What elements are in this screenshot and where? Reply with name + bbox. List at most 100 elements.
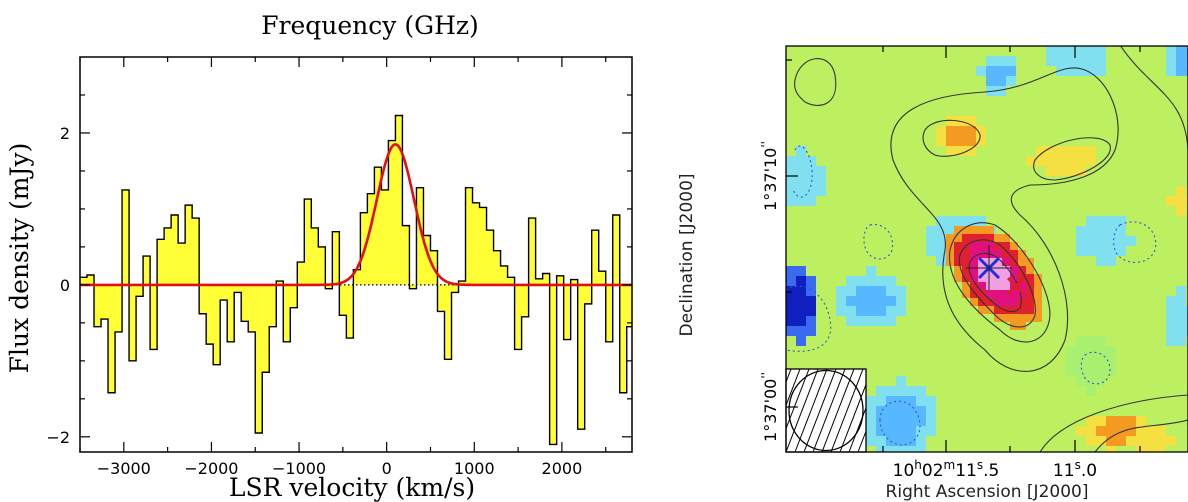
spectrum-bar: [220, 284, 228, 301]
map-pixel: [1156, 436, 1166, 446]
spectrum-bar: [157, 239, 165, 285]
map-pixel: [926, 396, 936, 406]
spectrum-bar: [556, 275, 564, 285]
map-pixel: [1026, 274, 1034, 282]
map-pixel: [946, 256, 956, 266]
spectrum-bar: [465, 187, 473, 285]
map-pixel: [846, 286, 856, 296]
map-pixel: [836, 286, 846, 296]
ra-tick-1-m: 02: [922, 461, 944, 481]
map-pixel: [896, 396, 906, 406]
map-pixel: [896, 416, 906, 426]
map-pixel: [1010, 298, 1018, 306]
beam-hatch-line: [794, 369, 828, 452]
map-pixel: [956, 226, 966, 236]
map-pixel: [826, 86, 836, 96]
ra-tick-2-ssup: s: [1075, 458, 1081, 472]
map-pixel: [936, 256, 946, 266]
map-pixel: [906, 416, 916, 426]
y-tick-label: 2: [60, 124, 70, 143]
spectrum-bar: [262, 284, 270, 373]
map-pixel: [906, 426, 916, 436]
map-pixel: [786, 276, 796, 286]
map-pixel: [1086, 336, 1096, 346]
map-pixel: [1156, 416, 1166, 426]
map-pixel: [796, 156, 806, 166]
map-pixel: [786, 286, 796, 296]
map-pixel: [876, 296, 886, 306]
map-pixel: [836, 66, 846, 76]
map-pixel: [946, 258, 954, 266]
map-pixel: [1046, 136, 1056, 146]
map-pixel: [816, 86, 826, 96]
spectrum-bar: [472, 202, 480, 285]
map-pixel: [1106, 236, 1116, 246]
map-pixel: [1096, 246, 1106, 256]
map-pixel: [1036, 156, 1046, 166]
map-pixel: [886, 426, 896, 436]
map-pixel: [796, 146, 806, 156]
map-pixel: [986, 226, 994, 234]
map-pixel: [1176, 286, 1186, 296]
map-pixel: [916, 446, 926, 452]
map-pixel: [946, 226, 956, 236]
map-pixel: [1106, 166, 1116, 176]
map-pixel: [1116, 446, 1126, 452]
map-pixel: [886, 316, 896, 326]
map-pixel: [936, 236, 946, 246]
dec-tick-2-main: 1°37'00: [761, 379, 780, 442]
spectrum-bar: [311, 227, 319, 285]
map-pixel: [970, 234, 978, 242]
map-pixel: [1076, 146, 1086, 156]
map-pixel: [966, 136, 976, 146]
red-cross-marker: [1006, 276, 1026, 296]
dec-tick-1-main: 1°37'10: [761, 148, 780, 211]
ra-tick-1-hsup: h: [914, 458, 922, 472]
map-y-axis-label: Declination [J2000]: [677, 173, 697, 336]
map-contour-dotted: [1113, 221, 1157, 263]
map-pixel: [886, 396, 896, 406]
map-pixel: [1136, 436, 1146, 446]
map-pixel: [976, 236, 986, 246]
map-pixel: [1016, 146, 1026, 156]
map-pixel: [986, 66, 996, 76]
x-tick-label: −1000: [272, 459, 326, 478]
map-pixel: [1046, 166, 1056, 176]
map-pixel: [1166, 296, 1176, 306]
map-pixel: [1126, 426, 1136, 436]
map-pixel: [994, 274, 1002, 282]
map-pixel: [976, 246, 986, 256]
spectrum-bar: [150, 284, 158, 350]
map-pixel: [1002, 250, 1010, 258]
map-pixel: [1176, 336, 1186, 346]
map-pixel: [1176, 196, 1186, 206]
map-contour-dotted: [1080, 351, 1111, 385]
map-pixel: [986, 290, 994, 298]
map-pixel: [896, 296, 906, 306]
map-x-axis-label: Right Ascension [J2000]: [886, 482, 1089, 502]
map-pixel: [786, 306, 796, 316]
beam-hatch-line: [786, 369, 801, 407]
map-pixel: [806, 276, 816, 286]
spectrum-bar: [374, 167, 382, 285]
spectrum-bar: [241, 284, 249, 322]
map-pixel: [996, 86, 1006, 96]
spectrum-bar: [416, 187, 424, 285]
map-pixel: [876, 276, 886, 286]
beam-hatch-line: [803, 369, 837, 452]
map-pixel: [1176, 56, 1186, 66]
map-pixel: [1086, 146, 1096, 156]
map-pixel: [896, 436, 906, 446]
map-pixel: [1066, 176, 1076, 186]
spectrum-bar: [101, 284, 109, 320]
spectrum-bar: [437, 284, 445, 312]
map-pixel: [1086, 46, 1096, 56]
map-pixel: [966, 216, 976, 226]
map-pixel: [796, 166, 806, 176]
map-pixel: [1026, 306, 1034, 314]
chart-title: Frequency (GHz): [261, 11, 479, 40]
map-pixel: [1002, 266, 1010, 274]
map-pixel: [1106, 366, 1116, 376]
map-pixel: [886, 446, 896, 452]
map-pixel: [1026, 258, 1034, 266]
